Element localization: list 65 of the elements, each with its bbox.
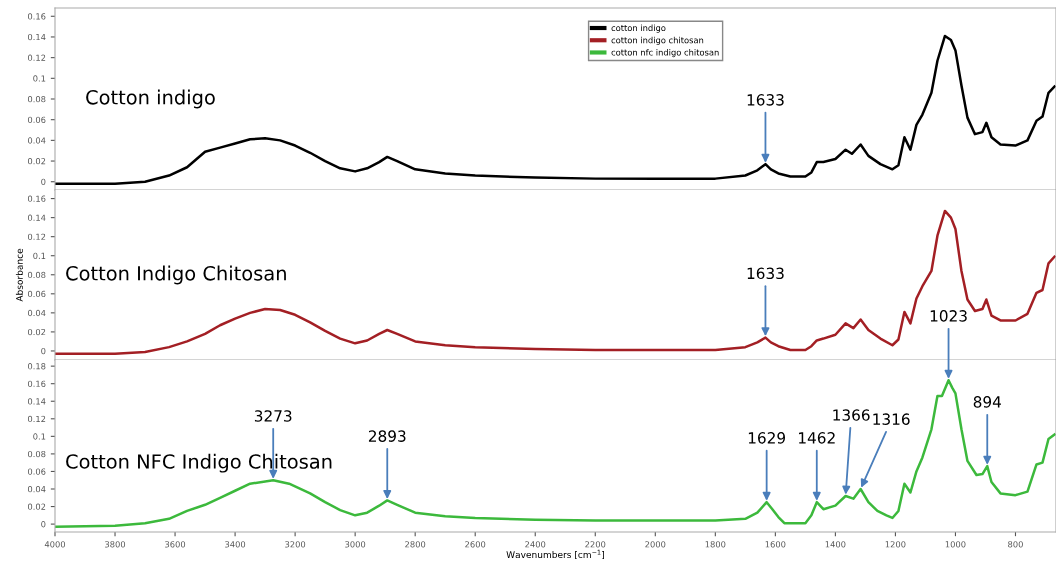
annotation: 1633 — [747, 94, 784, 106]
y-tick-label: 0.12 — [27, 54, 46, 61]
y-tick-label: 0.16 — [27, 380, 46, 387]
line-series — [55, 378, 1056, 528]
annotation: Cotton indigo — [86, 89, 215, 109]
y-tick-label: 0.12 — [27, 233, 46, 240]
y-tick-label: 0.1 — [33, 252, 46, 259]
x-tick-label: 3400 — [225, 541, 246, 548]
x-tick-label: 1200 — [885, 541, 906, 548]
x-tick-label: 3200 — [285, 541, 306, 548]
y-tick-label: 0.06 — [27, 290, 46, 298]
y-tick-label: 0.06 — [27, 116, 46, 123]
x-tick-label: 1600 — [765, 541, 786, 548]
y-tick-label: 0.16 — [27, 195, 46, 202]
y-tick-label: 0.02 — [27, 158, 46, 165]
x-tick-label: 2000 — [645, 541, 666, 548]
y-tick-label: 0.04 — [27, 485, 46, 493]
y-tick-label: 0.06 — [27, 468, 46, 475]
x-tick-label: 2200 — [585, 541, 606, 548]
x-tick-label: 2800 — [405, 541, 426, 548]
x-tick-label: 3000 — [345, 541, 366, 548]
y-tick-label: 0 — [41, 178, 46, 186]
y-axis-title: Absorbance — [15, 248, 23, 302]
legend-label: cotton nfc indigo chitosan — [611, 49, 719, 58]
y-tick-label: 0.12 — [27, 415, 46, 423]
y-tick-label: 0.1 — [33, 75, 46, 82]
annotation: 2893 — [368, 430, 406, 442]
y-tick-label: 0.1 — [33, 433, 46, 440]
x-tick-label: 2400 — [525, 541, 546, 548]
y-tick-label: 0 — [41, 347, 46, 355]
y-tick-label: 0.14 — [27, 398, 46, 405]
y-tick-label: 0.14 — [27, 33, 46, 41]
y-tick-label: 0.18 — [27, 363, 46, 370]
x-tick-label: 800 — [1008, 541, 1023, 548]
y-tick-label: 0.08 — [27, 95, 46, 103]
y-tick-label: 0.02 — [27, 328, 46, 336]
x-tick-label: 3600 — [165, 541, 186, 548]
x-tick-label: 4000 — [44, 541, 66, 548]
x-tick-label: 3800 — [105, 541, 126, 548]
line-series — [55, 209, 1056, 356]
annotation: 894 — [973, 396, 1001, 408]
y-tick-label: 0.16 — [27, 13, 46, 20]
legend-label: cotton indigo chitosan — [611, 36, 704, 45]
y-tick-label: 0.04 — [27, 137, 46, 144]
legend-label: cotton indigo — [611, 24, 666, 33]
x-tick-label: 2600 — [465, 541, 486, 548]
y-tick-label: 0.04 — [27, 309, 46, 317]
annotation: 1462 — [799, 432, 835, 444]
annotation: 1023 — [930, 310, 967, 322]
annotation: 1633 — [747, 267, 784, 280]
annotation: Cotton Indigo Chitosan — [66, 265, 286, 285]
y-tick-label: 0 — [41, 521, 46, 528]
x-tick-label: 1400 — [825, 541, 846, 548]
annotation: 1629 — [748, 432, 786, 444]
x-tick-label: 1000 — [945, 541, 966, 548]
y-tick-label: 0.14 — [27, 214, 46, 221]
y-tick-label: 0.02 — [27, 503, 46, 510]
x-tick-label: 1800 — [705, 541, 726, 548]
line-series — [55, 34, 1056, 186]
annotation: 1366 — [833, 409, 870, 421]
annotation: 1316 — [873, 413, 910, 425]
annotation: 3273 — [254, 410, 292, 422]
y-tick-label: 0.08 — [27, 450, 46, 458]
y-tick-label: 0.08 — [27, 271, 46, 279]
x-axis-title: Wavenumbers [cm$^{−1}$] — [506, 549, 604, 560]
